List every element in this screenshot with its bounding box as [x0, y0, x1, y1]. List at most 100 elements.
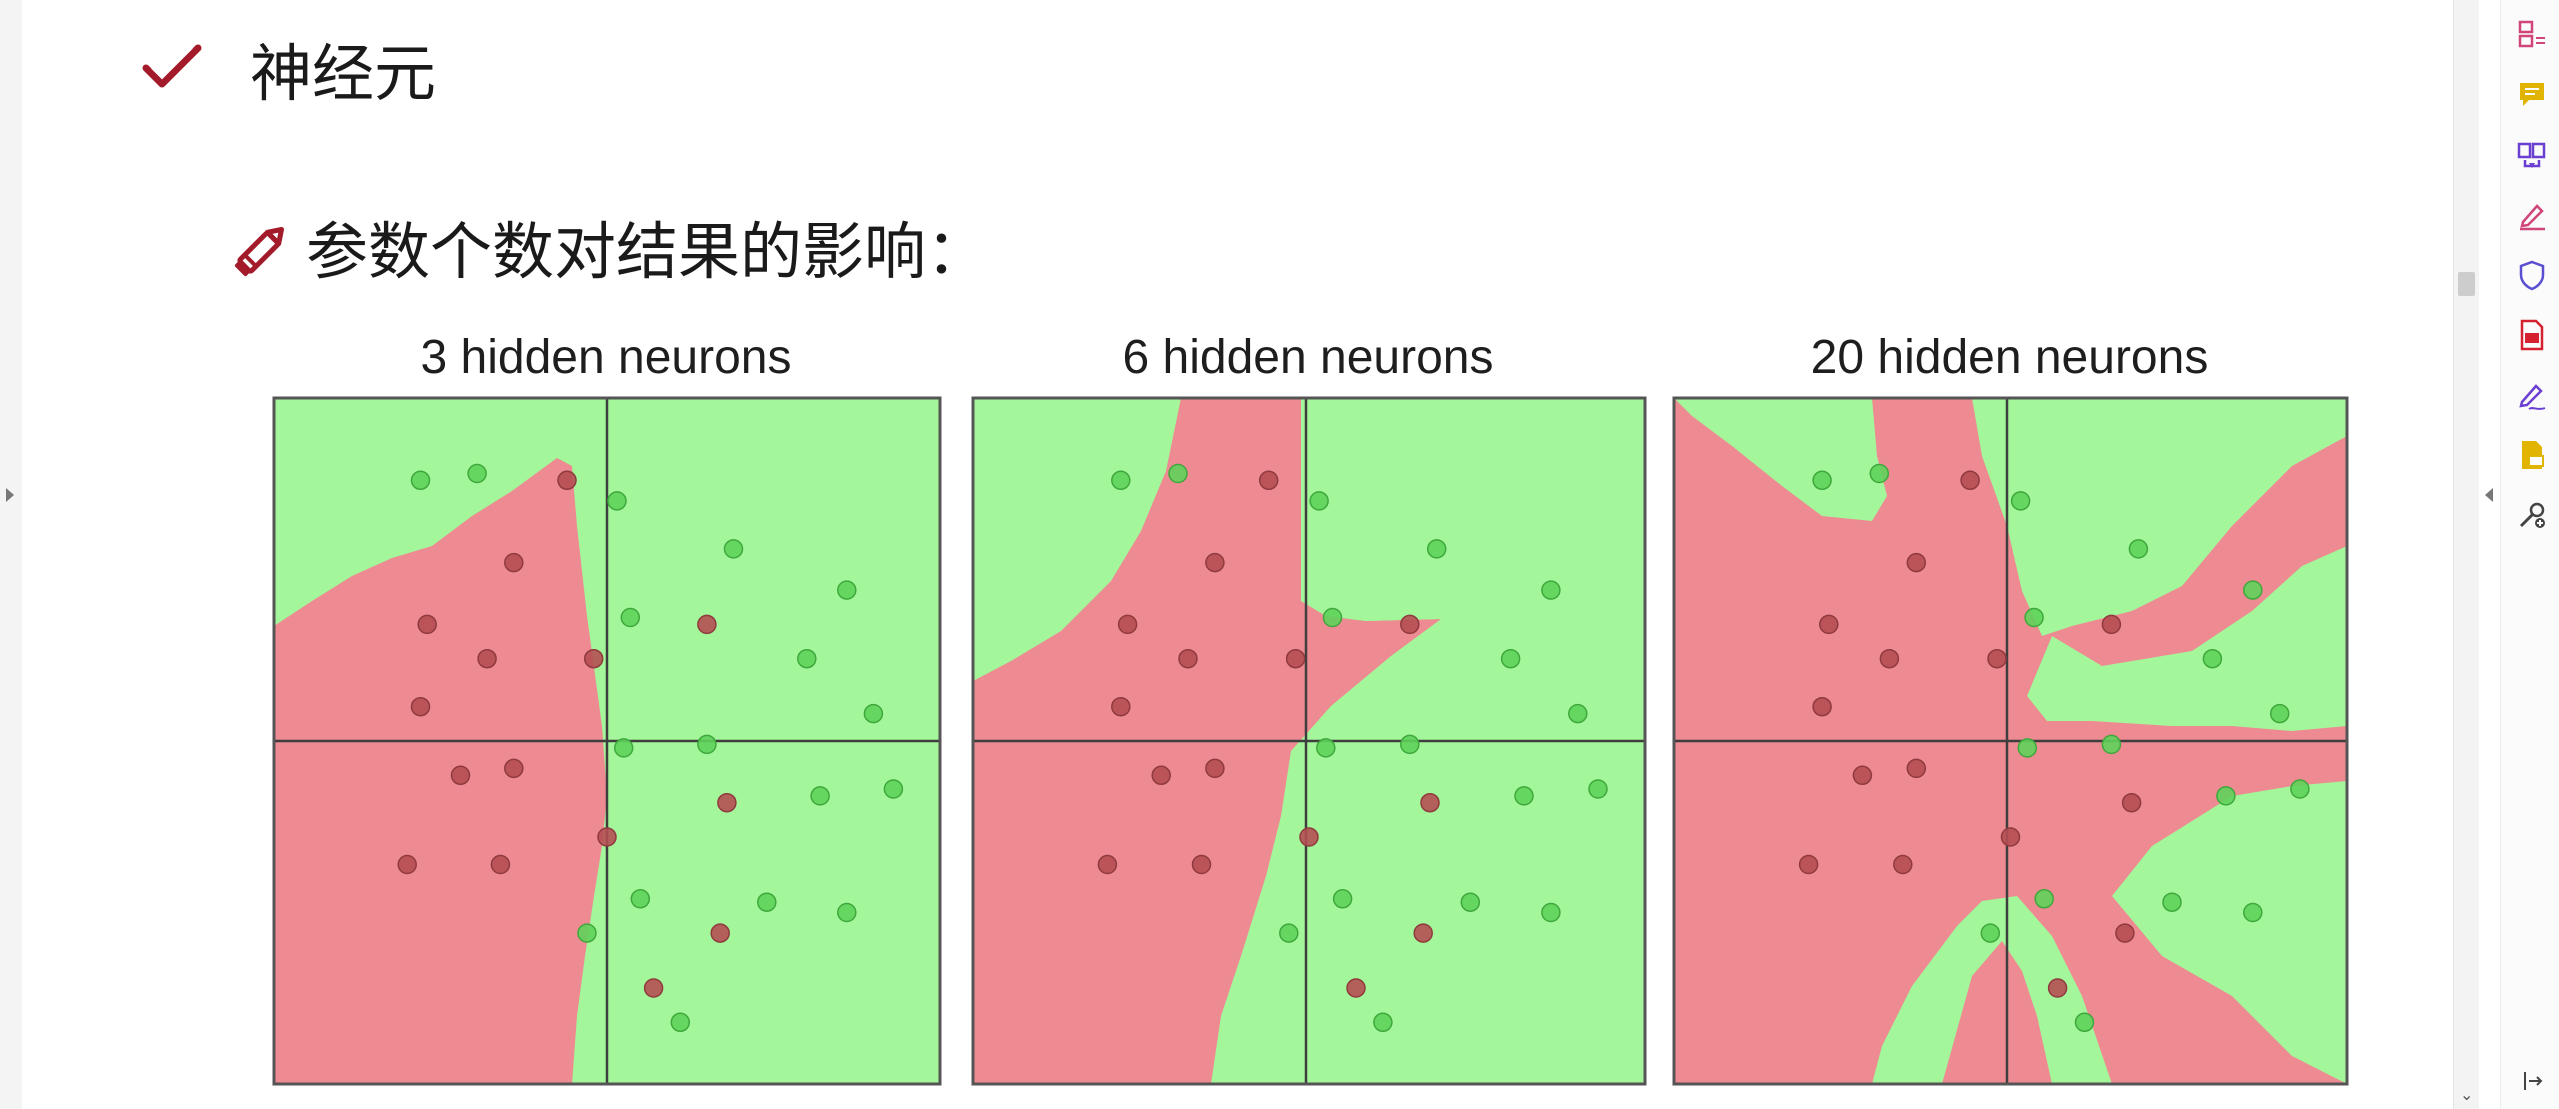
green-data-point [2017, 738, 2038, 758]
green-data-point [577, 923, 597, 943]
green-data-point [883, 779, 904, 799]
red-data-point [1819, 614, 1839, 635]
red-data-point [1420, 792, 1440, 813]
red-data-point [1893, 854, 1913, 875]
green-data-point [1373, 1012, 1393, 1033]
green-data-point [1500, 648, 1521, 669]
red-data-point [1285, 648, 1306, 669]
green-data-point [1980, 923, 2001, 943]
green-data-point [863, 703, 884, 724]
green-data-point [757, 892, 777, 912]
green-data-point [1322, 607, 1343, 628]
red-data-point [717, 792, 737, 813]
data-points [1097, 463, 1608, 1033]
green-data-point [2202, 648, 2223, 669]
red-data-point [477, 648, 497, 669]
green-data-point [723, 539, 744, 559]
red-data-point [1178, 648, 1198, 669]
red-data-point [1879, 648, 1900, 669]
red-data-point [1987, 648, 2007, 669]
green-data-point [1460, 892, 1481, 912]
green-data-point [1426, 539, 1447, 559]
red-data-point [710, 923, 730, 943]
red-data-point [2101, 614, 2122, 635]
red-data-point [450, 765, 471, 786]
scroll-down-icon[interactable]: ⌄ [2460, 1087, 2474, 1104]
green-data-point [1812, 470, 1832, 491]
green-data-point [810, 786, 830, 806]
red-data-point [417, 614, 437, 635]
green-region-top-right [1972, 398, 2347, 636]
red-data-point [1205, 552, 1225, 573]
green-data-point [1568, 703, 1588, 724]
red-data-point [1151, 765, 1171, 786]
green-data-point [1400, 734, 1420, 755]
red-data-point [583, 648, 604, 669]
red-data-point [1097, 854, 1118, 875]
protect-icon[interactable] [2515, 258, 2549, 292]
green-data-point [2101, 734, 2122, 755]
plot-frame [1672, 396, 2349, 1086]
fill-sign-icon[interactable] [2515, 198, 2549, 232]
green-data-point [2243, 902, 2263, 923]
red-data-point [490, 854, 511, 875]
green-data-point [1514, 786, 1534, 806]
red-data-point [2000, 827, 2021, 847]
plot-title-20: 20 hidden neurons [1810, 331, 2209, 384]
red-data-point [1413, 923, 1433, 943]
red-data-point [1852, 765, 1873, 786]
green-region-right [2027, 546, 2347, 731]
vertical-scrollbar[interactable]: ⌄ [2453, 0, 2479, 1109]
scrollbar-thumb[interactable] [2458, 272, 2475, 296]
collapse-right-panel-icon[interactable] [2485, 488, 2493, 502]
green-data-point [2074, 1012, 2095, 1033]
red-data-point [397, 854, 417, 875]
red-data-point [410, 696, 431, 717]
green-data-point [1279, 923, 1299, 943]
expand-left-panel-icon[interactable] [6, 488, 14, 502]
green-data-point [1588, 779, 1608, 799]
green-data-point [1111, 470, 1131, 491]
green-data-point [613, 738, 634, 758]
heading-title: 神经元 [250, 37, 437, 110]
green-region-bottom-band [1872, 896, 2112, 1084]
green-data-point [410, 470, 431, 491]
green-data-point [1316, 738, 1336, 758]
green-data-point [1541, 580, 1561, 600]
combine-files-icon[interactable] [2515, 138, 2549, 172]
left-panel-strip [0, 0, 23, 1109]
send-for-review-icon[interactable] [2515, 438, 2549, 472]
red-data-point [643, 978, 664, 998]
green-data-point [2216, 786, 2236, 806]
green-data-point [630, 889, 651, 909]
green-data-point [607, 491, 627, 511]
export-pdf-icon[interactable] [2515, 318, 2549, 352]
red-data-point [1960, 470, 1980, 491]
green-data-point [1869, 463, 1890, 484]
green-data-point [2269, 703, 2290, 724]
plot-frame [971, 396, 1647, 1086]
green-data-point [2128, 539, 2149, 559]
expand-panel-icon[interactable] [2515, 1064, 2549, 1098]
green-data-point [837, 580, 857, 600]
data-points [397, 463, 904, 1033]
comment-icon[interactable] [2515, 78, 2549, 112]
green-data-point [1541, 902, 1561, 923]
red-data-point [1906, 758, 1927, 779]
organize-pages-icon[interactable] [2515, 18, 2549, 52]
plot-title-3: 3 hidden neurons [420, 331, 792, 384]
green-data-point [2290, 779, 2310, 799]
green-data-point [670, 1012, 691, 1033]
red-region [274, 458, 607, 1084]
red-data-point [1258, 470, 1279, 491]
red-data-point [1798, 854, 1819, 875]
green-region-top-left [1674, 398, 1887, 521]
request-signature-icon[interactable] [2515, 378, 2549, 412]
more-tools-icon[interactable] [2515, 498, 2549, 532]
decision-boundary-plot-6 [971, 396, 1647, 1086]
red-data-point [2047, 978, 2068, 998]
red-data-point [557, 470, 577, 491]
red-data-point [1906, 552, 1927, 573]
green-data-point [1309, 491, 1329, 511]
red-data-point [1117, 614, 1138, 635]
